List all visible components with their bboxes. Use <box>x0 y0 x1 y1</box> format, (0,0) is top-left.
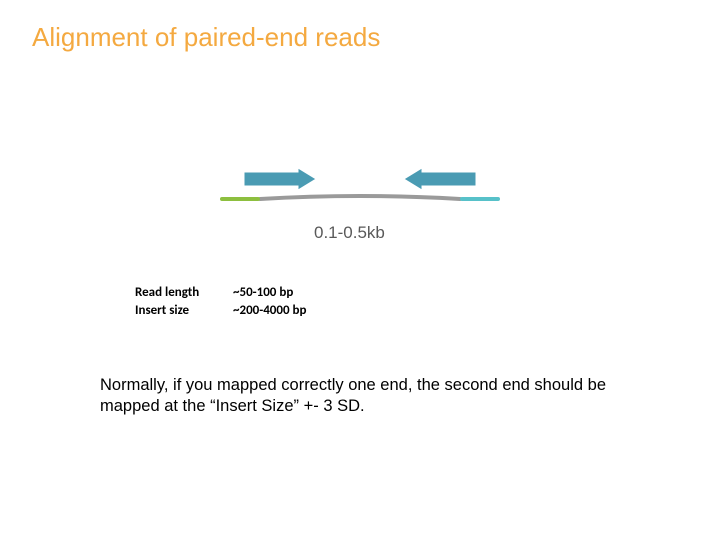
paired-end-diagram <box>220 165 500 230</box>
spec-label-insert-size: Insert size <box>135 302 233 320</box>
spec-value-read-length: ~50-100 bp <box>233 284 293 302</box>
paired-end-svg <box>220 165 500 230</box>
body-text: Normally, if you mapped correctly one en… <box>100 375 640 418</box>
spec-row: Read length ~50-100 bp <box>135 284 306 302</box>
spec-row: Insert size ~200-4000 bp <box>135 302 306 320</box>
spec-label-read-length: Read length <box>135 284 233 302</box>
slide-title: Alignment of paired-end reads <box>32 22 380 53</box>
spec-value-insert-size: ~200-4000 bp <box>233 302 306 320</box>
spec-table: Read length ~50-100 bp Insert size ~200-… <box>135 284 306 319</box>
dimension-label: 0.1-0.5kb <box>314 223 385 243</box>
